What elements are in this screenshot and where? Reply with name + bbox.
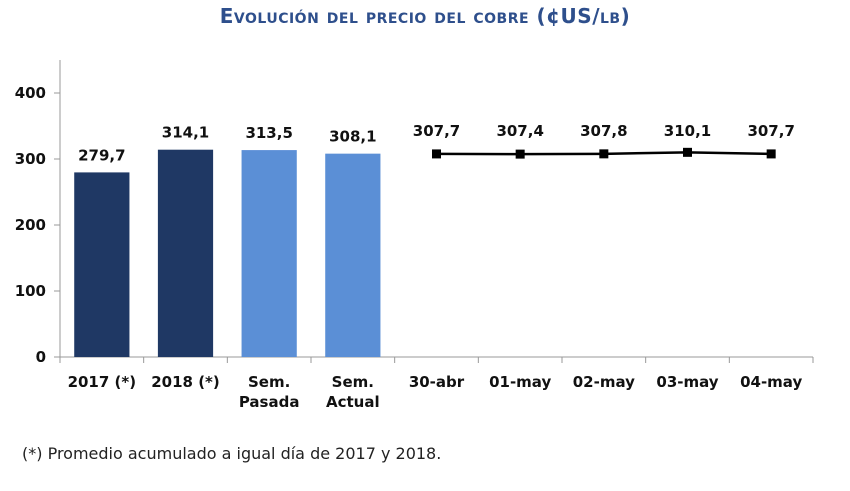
x-tick-label: Actual <box>326 393 380 411</box>
y-tick-label: 100 <box>15 282 46 300</box>
x-tick-label: 04-may <box>740 373 802 391</box>
bar-data-label: 313,5 <box>245 124 292 142</box>
line-data-label: 307,4 <box>496 122 543 140</box>
bar-data-label: 314,1 <box>162 124 209 142</box>
line-point <box>515 149 525 159</box>
line-data-label: 307,7 <box>413 122 460 140</box>
footnote: (*) Promedio acumulado a igual día de 20… <box>22 444 442 463</box>
y-tick-label: 300 <box>15 150 46 168</box>
chart-title: Evolución del precio del cobre (¢US/lb) <box>219 4 631 28</box>
bar <box>241 150 297 357</box>
bar-data-label: 279,7 <box>78 146 125 164</box>
x-tick-label: Pasada <box>239 393 300 411</box>
line-point <box>766 149 776 159</box>
x-tick-label: 03-may <box>656 373 718 391</box>
y-tick-label: 0 <box>36 348 46 366</box>
bar-data-label: 308,1 <box>329 128 376 146</box>
line-data-label: 307,7 <box>747 122 794 140</box>
x-tick-label: Sem. <box>248 373 290 391</box>
line-data-label: 310,1 <box>664 122 711 140</box>
x-tick-label: 30-abr <box>409 373 465 391</box>
y-tick-label: 400 <box>15 84 46 102</box>
bar <box>325 153 381 357</box>
line-point <box>683 147 692 157</box>
x-tick-label: 2017 (*) <box>68 373 137 391</box>
bar <box>157 149 214 357</box>
x-tick-label: 01-may <box>489 373 551 391</box>
x-tick-label: 02-may <box>573 373 635 391</box>
line-point <box>432 149 441 159</box>
x-tick-label: 2018 (*) <box>151 373 220 391</box>
x-tick-label: Sem. <box>332 373 374 391</box>
line-data-label: 307,8 <box>580 122 627 140</box>
y-tick-label: 200 <box>15 216 46 234</box>
bar <box>74 172 130 357</box>
line-point <box>599 149 609 159</box>
